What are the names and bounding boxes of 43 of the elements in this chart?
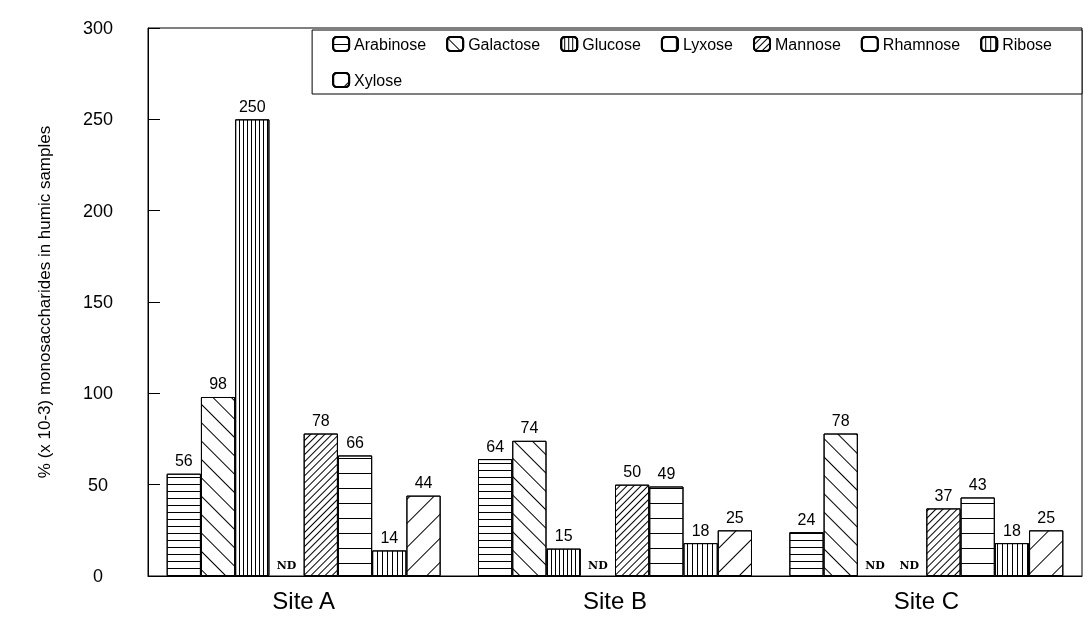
legend-label: Lyxose <box>682 35 734 53</box>
y-tick-label: 50 <box>87 474 109 495</box>
data-label: 64 <box>486 437 505 455</box>
text: ND <box>588 559 608 572</box>
y-tick-label: 100 <box>82 383 114 404</box>
data-label: 66 <box>346 433 365 451</box>
y-tick-label: 150 <box>82 292 114 312</box>
x-tick-label: Site A <box>272 586 336 614</box>
data-label: 37 <box>934 486 953 504</box>
x-tick-label: Site B <box>582 586 648 614</box>
data-label: 78 <box>311 412 330 430</box>
data-label: 78 <box>831 412 850 430</box>
data-label: 15 <box>554 527 573 545</box>
data-label: 18 <box>1003 521 1021 539</box>
data-label: 14 <box>380 528 399 546</box>
y-tick-label: 300 <box>82 18 114 38</box>
legend-label: Arabinose <box>354 35 427 53</box>
data-label: 250 <box>238 97 266 115</box>
data-label: 25 <box>725 508 744 526</box>
text: ND <box>276 559 297 572</box>
legend-label: Galactose <box>468 35 541 53</box>
data-label: 44 <box>414 474 433 492</box>
data-label: 49 <box>657 464 676 482</box>
x-tick-label: Site C <box>893 586 960 614</box>
legend-label: Xylose <box>354 71 403 89</box>
legend-label: Rhamnose <box>882 35 961 53</box>
y-tick-label: 200 <box>82 200 114 221</box>
legend-label: Glucose <box>582 35 641 53</box>
data-label: 50 <box>623 463 642 481</box>
y-tick-label: 0 <box>92 566 104 586</box>
text: ND <box>899 559 920 572</box>
legend-label: Mannose <box>775 35 841 53</box>
data-label: 56 <box>174 452 193 470</box>
data-label: 43 <box>968 475 987 493</box>
y-tick-label: 250 <box>82 109 114 130</box>
data-label: 25 <box>1037 508 1056 526</box>
text: ND <box>865 559 885 572</box>
y-axis-title: % (x 10-3) monosaccharides in humic samples <box>35 125 54 479</box>
data-label: 98 <box>209 375 228 393</box>
data-label: 18 <box>691 521 710 539</box>
data-label: 74 <box>520 419 539 437</box>
data-label: 24 <box>797 510 816 528</box>
legend-label: Ribose <box>1002 35 1053 53</box>
